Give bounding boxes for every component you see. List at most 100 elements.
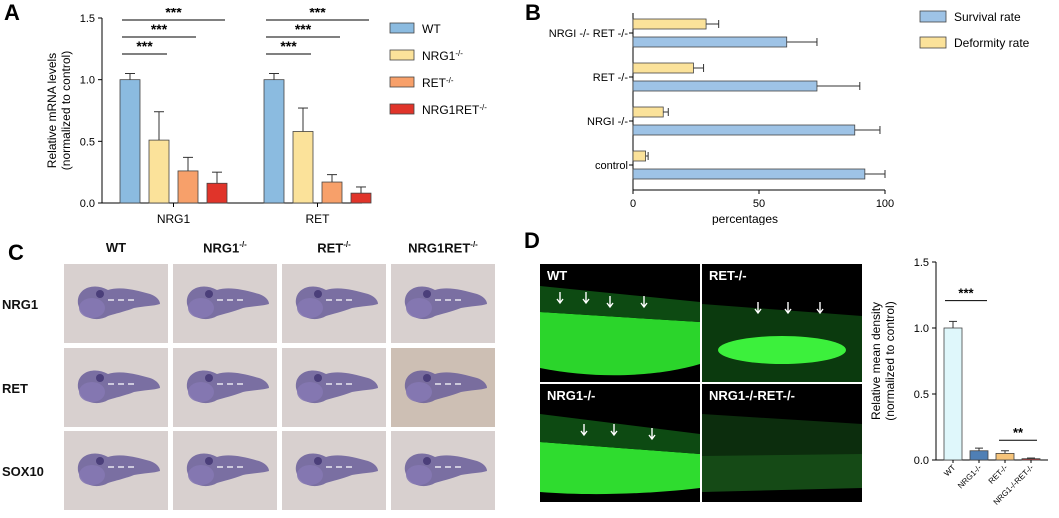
significance-stars: ** xyxy=(1013,425,1024,440)
bar xyxy=(350,192,372,204)
y-tick-label: 0.0 xyxy=(914,455,929,467)
embryo-illustration xyxy=(64,431,168,510)
y-tick-label: 1.0 xyxy=(80,75,95,87)
bar xyxy=(321,181,343,204)
x-tick-label: 50 xyxy=(753,198,765,210)
bar xyxy=(943,327,963,461)
legend-label: NRG1RET-/- xyxy=(422,103,487,118)
panel-label-b: B xyxy=(525,0,541,25)
column-header: WT xyxy=(105,240,127,255)
chart-b: 0 50 100 percentages NRGI -/- RET -/- RET -/-… xyxy=(549,10,1030,225)
legend-label: WT xyxy=(422,22,441,36)
bar xyxy=(632,36,788,48)
significance-stars: *** xyxy=(280,38,297,54)
legend-swatch xyxy=(389,22,415,34)
legend-label: NRG1-/- xyxy=(422,49,463,64)
panel-label-d: D xyxy=(524,228,540,253)
significance-stars: *** xyxy=(295,21,312,37)
row-header: RET xyxy=(2,381,28,396)
chart-a: Relative mRNA levels (normalized to contr… xyxy=(45,8,487,226)
embryo-illustration xyxy=(391,264,495,343)
x-tick-label: NRG1 xyxy=(157,212,191,226)
fluorescence-illustration xyxy=(702,302,862,382)
embryo-image xyxy=(64,431,168,510)
image-label: RET-/- xyxy=(709,268,747,283)
legend-swatch xyxy=(389,49,415,61)
row-header: NRG1 xyxy=(2,297,39,312)
legend-swatch xyxy=(919,10,947,23)
bar xyxy=(263,79,285,204)
x-tick-label: 0 xyxy=(630,198,636,210)
fluorescence-illustration xyxy=(540,414,700,495)
embryo-image xyxy=(391,431,495,510)
bar xyxy=(119,79,141,204)
embryo-illustration xyxy=(173,348,277,427)
image-label: NRG1-/- xyxy=(547,388,596,403)
y-axis-label: Relative mean density xyxy=(869,302,883,420)
embryo-image xyxy=(391,264,495,343)
bar xyxy=(292,131,314,204)
x-tick-label: RET xyxy=(306,212,331,226)
legend-label: Survival rate xyxy=(954,10,1021,24)
bar xyxy=(632,150,646,162)
fluorescence-illustration xyxy=(540,286,700,376)
embryo-image xyxy=(282,348,386,427)
embryo-illustration xyxy=(391,348,495,427)
embryo-image xyxy=(282,264,386,343)
legend-label: Deformity rate xyxy=(954,36,1030,50)
panel-label-a: A xyxy=(4,0,20,25)
significance-stars: *** xyxy=(958,286,974,301)
fluorescence-image: NRG1-/- xyxy=(540,384,700,502)
embryo-illustration xyxy=(173,264,277,343)
bar xyxy=(632,168,866,180)
y-tick-label: 0.0 xyxy=(80,198,95,210)
column-header: NRG1-/- xyxy=(203,240,247,256)
embryo-illustration xyxy=(282,431,386,510)
significance-stars: *** xyxy=(136,38,153,54)
embryo-image xyxy=(64,264,168,343)
embryo-image xyxy=(173,348,277,427)
embryo-illustration xyxy=(64,348,168,427)
y-tick-label: 1.0 xyxy=(914,323,929,335)
y-axis-label: Relative mRNA levels xyxy=(45,53,59,168)
column-header: RET-/- xyxy=(317,240,351,256)
image-label: NRG1-/-RET-/- xyxy=(709,388,795,403)
row-header: SOX10 xyxy=(2,464,44,479)
legend-swatch xyxy=(919,36,947,49)
bar xyxy=(148,139,170,204)
legend-swatch xyxy=(389,103,415,115)
fluorescence-image: NRG1-/-RET-/- xyxy=(702,384,862,502)
bar xyxy=(969,450,989,461)
fluorescence-illustration xyxy=(702,414,862,492)
embryo-illustration xyxy=(282,348,386,427)
panel-label-c: C xyxy=(8,240,24,265)
embryo-image xyxy=(173,264,277,343)
y-tick-label: 1.5 xyxy=(80,13,95,25)
significance-stars: *** xyxy=(165,8,182,20)
x-tick-label: WT xyxy=(942,463,957,478)
significance-stars: *** xyxy=(151,21,168,37)
embryo-image xyxy=(64,348,168,427)
y-tick-label: 1.5 xyxy=(914,257,929,269)
bar xyxy=(206,182,228,204)
fluorescence-image: WT xyxy=(540,264,700,382)
chart-d: Relative mean density (normalized to cont… xyxy=(869,257,1048,507)
embryo-image xyxy=(282,431,386,510)
embryo-image xyxy=(173,431,277,510)
bar xyxy=(632,124,856,136)
bar xyxy=(632,80,818,92)
legend-label: RET-/- xyxy=(422,76,454,91)
bar xyxy=(995,452,1015,461)
bar xyxy=(632,62,694,74)
y-tick-label: 0.5 xyxy=(914,389,929,401)
y-tick-label: RET -/- xyxy=(593,72,629,84)
legend-swatch xyxy=(389,76,415,88)
bar xyxy=(632,18,707,30)
significance-stars: *** xyxy=(309,8,326,20)
bar xyxy=(1021,458,1041,461)
x-tick-label: NRG1-/- xyxy=(956,463,984,491)
x-tick-label: 100 xyxy=(876,198,894,210)
y-axis-label-2: (normalized to control) xyxy=(883,301,897,420)
x-axis-label: percentages xyxy=(712,212,778,225)
y-tick-label: NRGI -/- xyxy=(587,116,628,128)
